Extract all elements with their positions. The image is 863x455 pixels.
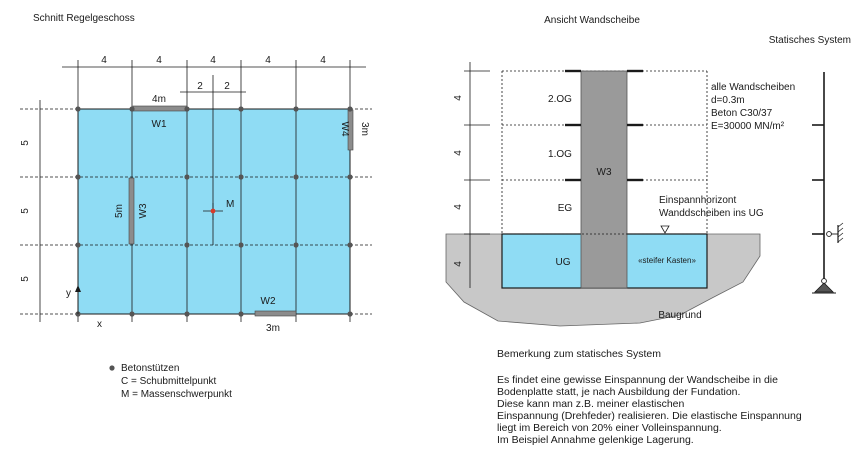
top-dimension-line xyxy=(62,66,366,93)
remark-line-5: liegt im Bereich von 20% einer Volleinsp… xyxy=(497,422,722,434)
dim-left-2: 5 xyxy=(20,208,31,214)
floor-eg: EG xyxy=(558,203,573,214)
floor-2og: 2.OG xyxy=(548,94,572,105)
floor-1og: 1.OG xyxy=(548,149,572,160)
dim-top-1: 4 xyxy=(101,55,107,66)
wall-w3-length: 5m xyxy=(114,204,125,218)
elev-wall-label: W3 xyxy=(597,167,612,178)
wall-w2-label: W2 xyxy=(261,296,276,307)
columns xyxy=(75,106,353,317)
legend-shear-center: C = Schubmittelpunkt xyxy=(121,376,217,387)
remark-line-1: Es findet eine gewisse Einspannung der W… xyxy=(497,374,778,386)
wall-w1-label: W1 xyxy=(152,119,167,130)
static-system-diagram xyxy=(812,72,844,294)
wall-w3-elevation xyxy=(580,70,628,289)
elev-dim-4: 4 xyxy=(453,261,464,267)
dim-sub-2: 2 xyxy=(224,81,230,92)
dim-top-5: 4 xyxy=(320,55,326,66)
legend-columns: Betonstützen xyxy=(121,363,179,374)
wall-w2 xyxy=(254,310,297,317)
dim-top-4: 4 xyxy=(265,55,271,66)
ground-label: Baugrund xyxy=(658,310,701,321)
storey-lines xyxy=(501,70,708,235)
prop-line-1: alle Wandscheiben xyxy=(711,82,795,93)
elev-dim-2: 4 xyxy=(453,150,464,156)
elev-dim-3: 4 xyxy=(453,204,464,210)
remark-line-6: Im Beispiel Annahme gelenkige Lagerung. xyxy=(497,434,694,446)
wall-w3 xyxy=(128,177,135,245)
remark-line-2: Bodenplatte statt, je nach Ausbildung de… xyxy=(497,386,741,398)
wall-w3-label: W3 xyxy=(138,203,149,218)
mass-center-marker xyxy=(203,203,223,220)
coordinate-axes xyxy=(75,285,81,314)
floor-ug: UG xyxy=(556,257,571,268)
remark-body: Es findet eine gewisse Einspannung der W… xyxy=(497,374,802,446)
prop-line-4: E=30000 MN/m² xyxy=(711,121,785,132)
wall-w4-length: 3m xyxy=(359,122,370,136)
remark-line-4: Einspannung (Drehfeder) realisieren. Die… xyxy=(497,410,802,422)
mass-center-label: M xyxy=(226,199,234,210)
plan-title: Schnitt Regelgeschoss xyxy=(33,13,135,24)
wall-w4-label: W4 xyxy=(339,122,350,137)
stiff-box-label: «steifer Kasten» xyxy=(638,256,696,265)
axis-x-label: x xyxy=(97,319,102,330)
fixity-label-1: Einspannhorizont xyxy=(659,195,736,206)
legend-mass-center: M = Massenschwerpunkt xyxy=(121,389,232,400)
prop-line-2: d=0.3m xyxy=(711,95,745,106)
dim-sub-1: 2 xyxy=(197,81,203,92)
dim-top-3: 4 xyxy=(210,55,216,66)
legend-column-dot xyxy=(109,365,115,371)
fixity-marker-icon xyxy=(660,225,670,234)
elev-dim-1: 4 xyxy=(453,95,464,101)
remark-title: Bemerkung zum statisches System xyxy=(497,348,661,360)
grid-axes-dashed xyxy=(20,108,372,315)
dim-left-1: 5 xyxy=(20,140,31,146)
remark-line-3: Diese kann man z.B. meiner elastischen xyxy=(497,398,685,410)
fixity-label-2: Wanddscheiben ins UG xyxy=(659,208,764,219)
wall-w2-length: 3m xyxy=(266,323,280,334)
dim-top-2: 4 xyxy=(156,55,162,66)
prop-line-3: Beton C30/37 xyxy=(711,108,773,119)
system-title: Statisches System xyxy=(769,35,851,46)
slab-stubs xyxy=(565,69,643,182)
wall-w1 xyxy=(132,105,188,112)
axis-y-label: y xyxy=(66,288,71,299)
wall-w1-length: 4m xyxy=(152,94,166,105)
elevation-title: Ansicht Wandscheibe xyxy=(544,15,640,26)
dim-left-3: 5 xyxy=(20,276,31,282)
